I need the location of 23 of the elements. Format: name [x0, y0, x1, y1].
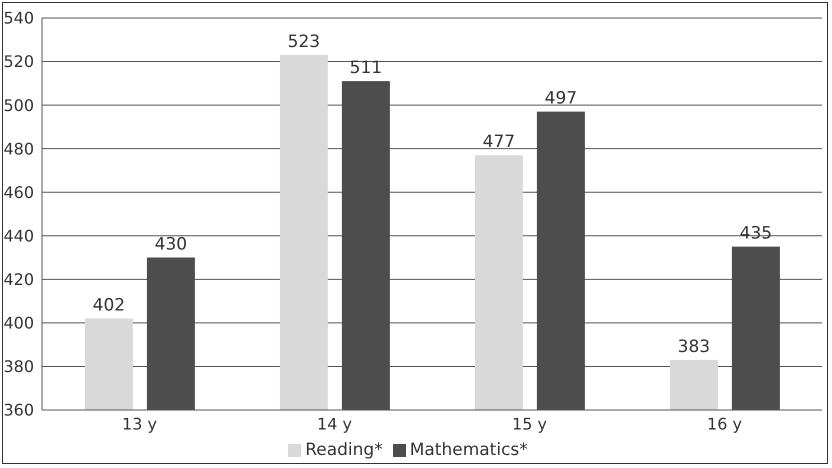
data-label: 402 — [92, 296, 126, 316]
y-tick-label: 520 — [3, 52, 34, 72]
data-label: 477 — [482, 132, 516, 152]
y-tick-label: 500 — [3, 96, 34, 115]
legend-label: Mathematics* — [410, 440, 528, 460]
x-tick-label: 14 y — [317, 414, 352, 434]
x-tick-label: 16 y — [707, 414, 742, 434]
y-tick-label: 360 — [3, 400, 34, 420]
y-tick-label: 440 — [3, 226, 34, 246]
y-tick-label: 460 — [3, 182, 34, 202]
data-label: 497 — [544, 88, 578, 109]
x-tick-label: 13 y — [122, 414, 157, 434]
y-tick-label: 420 — [3, 270, 34, 290]
data-label: 383 — [678, 336, 710, 357]
data-label: 523 — [288, 32, 320, 52]
y-tick-label: 540 — [3, 8, 34, 28]
y-tick-label: 380 — [3, 357, 34, 376]
x-tick-label: 15 y — [512, 414, 547, 434]
y-tick-label: 400 — [3, 314, 34, 333]
data-label: 430 — [154, 234, 188, 255]
legend-label: Reading* — [305, 440, 383, 460]
data-label: 511 — [350, 58, 382, 78]
y-tick-label: 480 — [3, 139, 34, 158]
